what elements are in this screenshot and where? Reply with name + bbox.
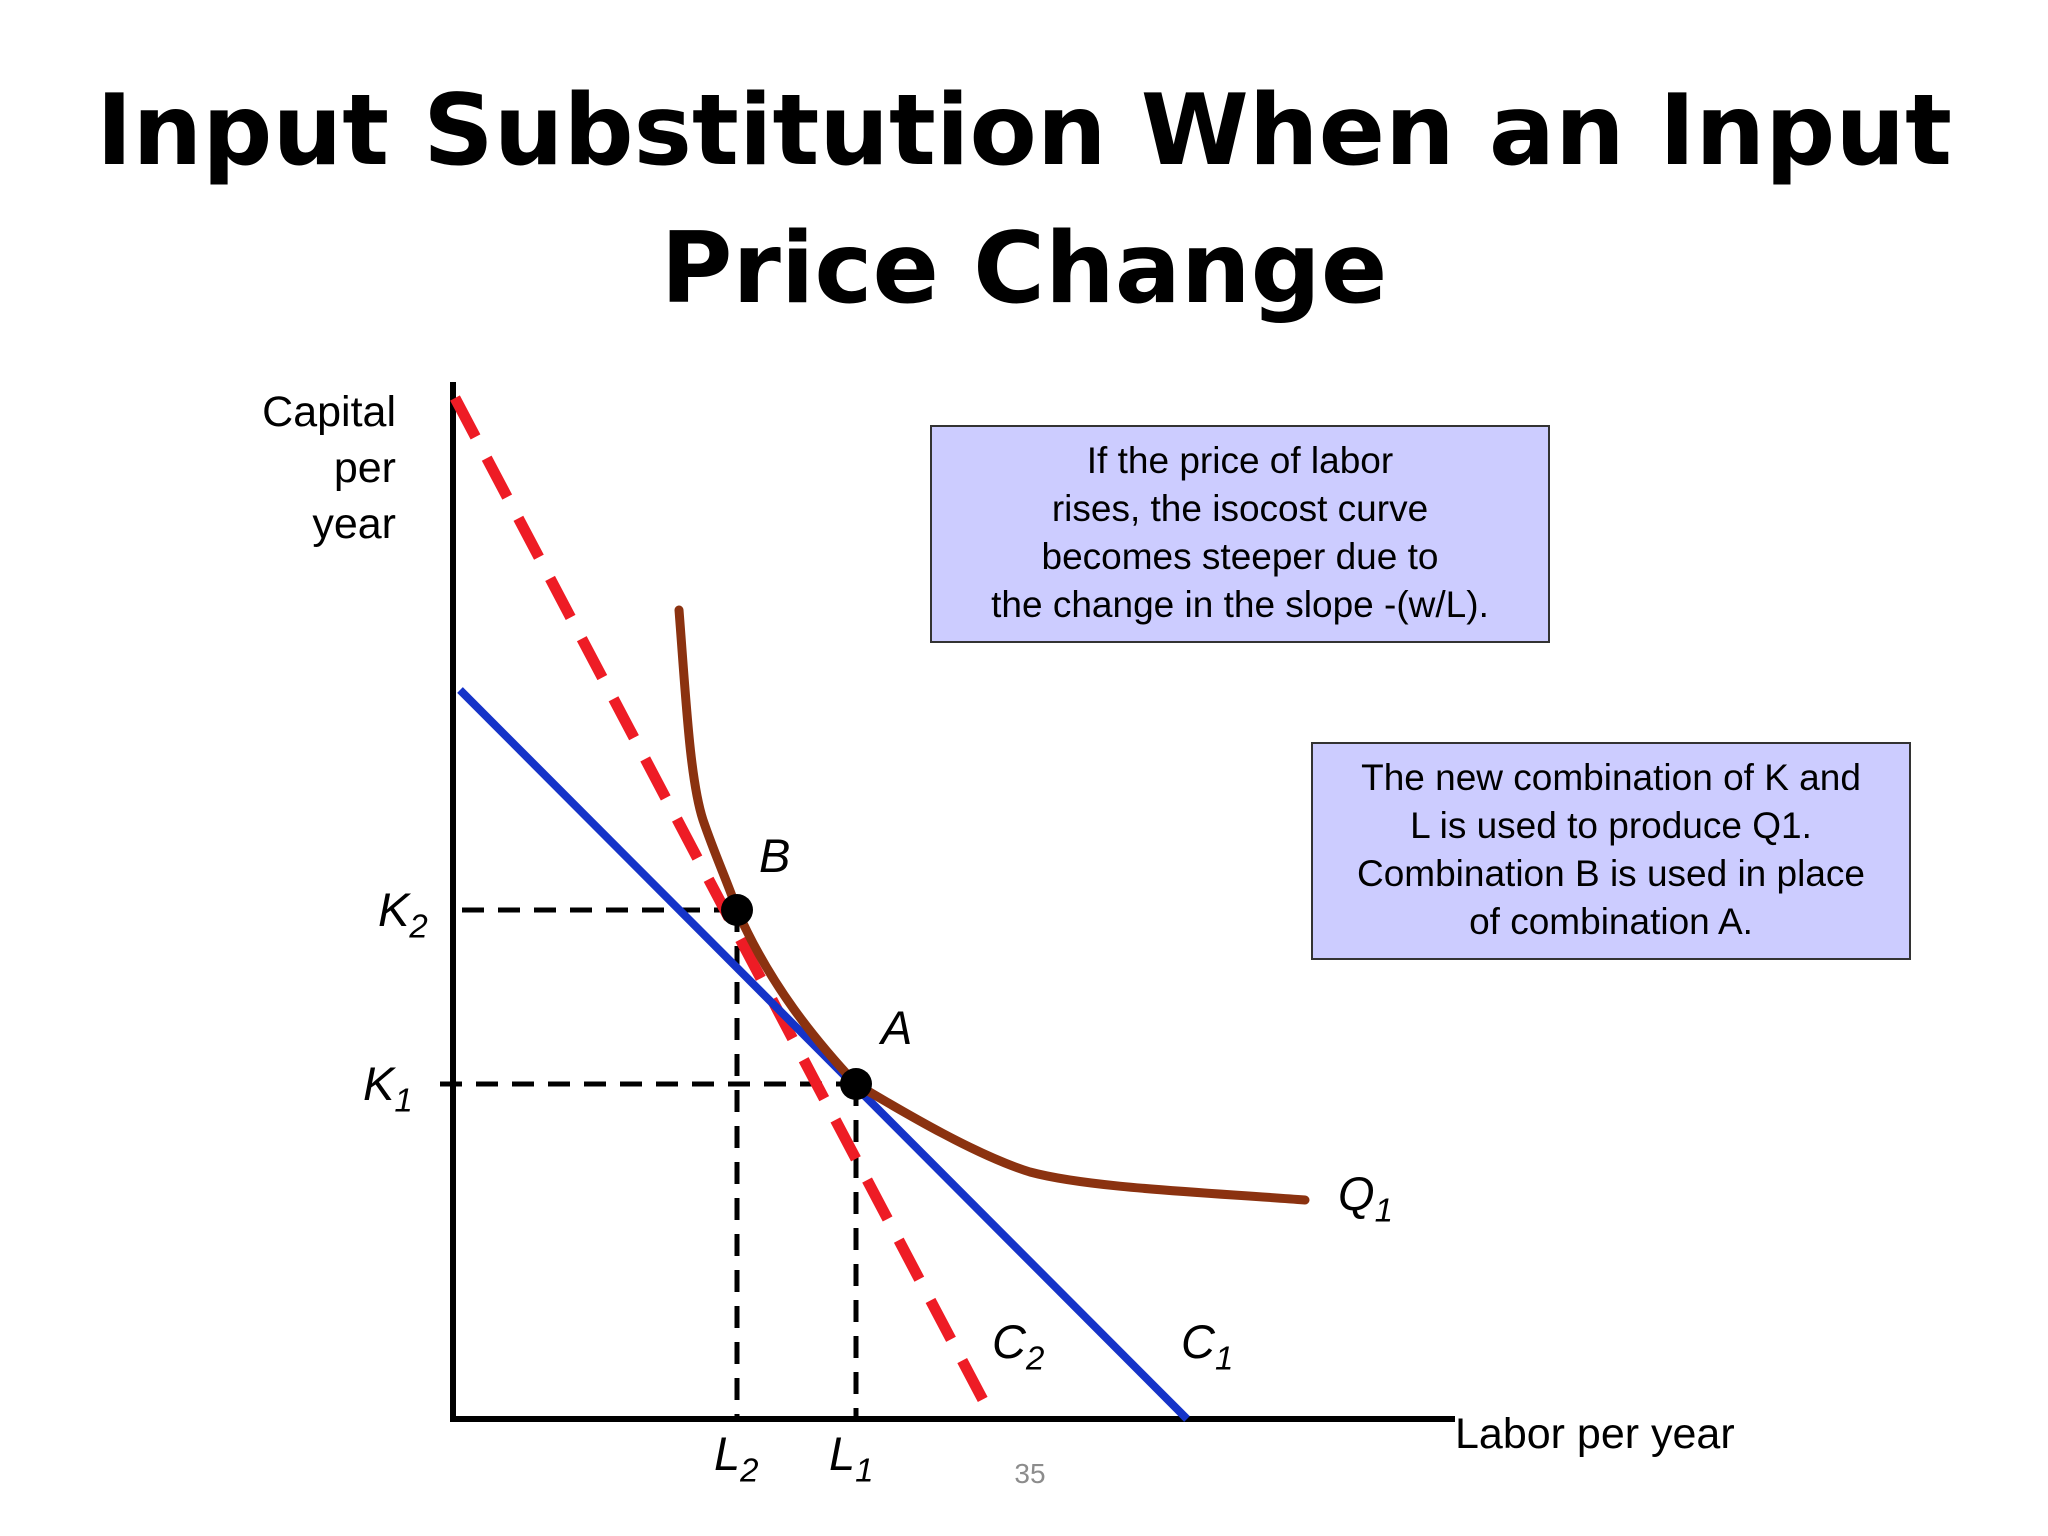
note-top-line-3: becomes steeper due to xyxy=(1041,536,1439,577)
title-line-2: Price Change xyxy=(660,212,1388,326)
c2-label: C2 xyxy=(992,1315,1045,1377)
slide-title: Input Substitution When an Input Price C… xyxy=(0,62,2048,338)
y-label-line-3: year xyxy=(312,500,396,548)
note-right-line-3: Combination B is used in place xyxy=(1356,853,1865,894)
point-a-label: A xyxy=(881,1001,913,1054)
price-change-note: If the price of labor rises, the isocost… xyxy=(930,425,1550,643)
y-label-line-2: per xyxy=(333,444,396,492)
note-top-line-4: the change in the slope -(w/L). xyxy=(991,584,1489,625)
title-line-1: Input Substitution When an Input xyxy=(96,74,1952,188)
point-b-marker xyxy=(721,894,753,926)
page-number: 35 xyxy=(1014,1458,1046,1489)
isoquant-q1-curve xyxy=(674,605,1310,1205)
l1-label: L1 xyxy=(829,1427,874,1489)
new-combination-note: The new combination of K and L is used t… xyxy=(1311,742,1911,960)
k1-label: K1 xyxy=(363,1057,413,1119)
c1-label: C1 xyxy=(1181,1315,1234,1377)
note-right-line-1: The new combination of K and xyxy=(1361,757,1861,798)
note-right-line-4: of combination A. xyxy=(1469,901,1753,942)
note-top-line-2: rises, the isocost curve xyxy=(1051,488,1429,529)
k2-label: K2 xyxy=(378,883,428,945)
point-b-label: B xyxy=(759,829,791,882)
q1-label: Q1 xyxy=(1338,1167,1393,1229)
x-axis-label: Labor per year xyxy=(1455,1410,1735,1458)
note-top-line-1: If the price of labor xyxy=(1086,440,1394,481)
l2-label: L2 xyxy=(714,1427,759,1489)
y-label-line-1: Capital xyxy=(262,388,396,436)
point-a-marker xyxy=(840,1068,872,1100)
y-axis-label: Capital per year xyxy=(200,384,396,552)
isocost-c1-line xyxy=(457,687,1190,1422)
note-right-line-2: L is used to produce Q1. xyxy=(1410,805,1812,846)
